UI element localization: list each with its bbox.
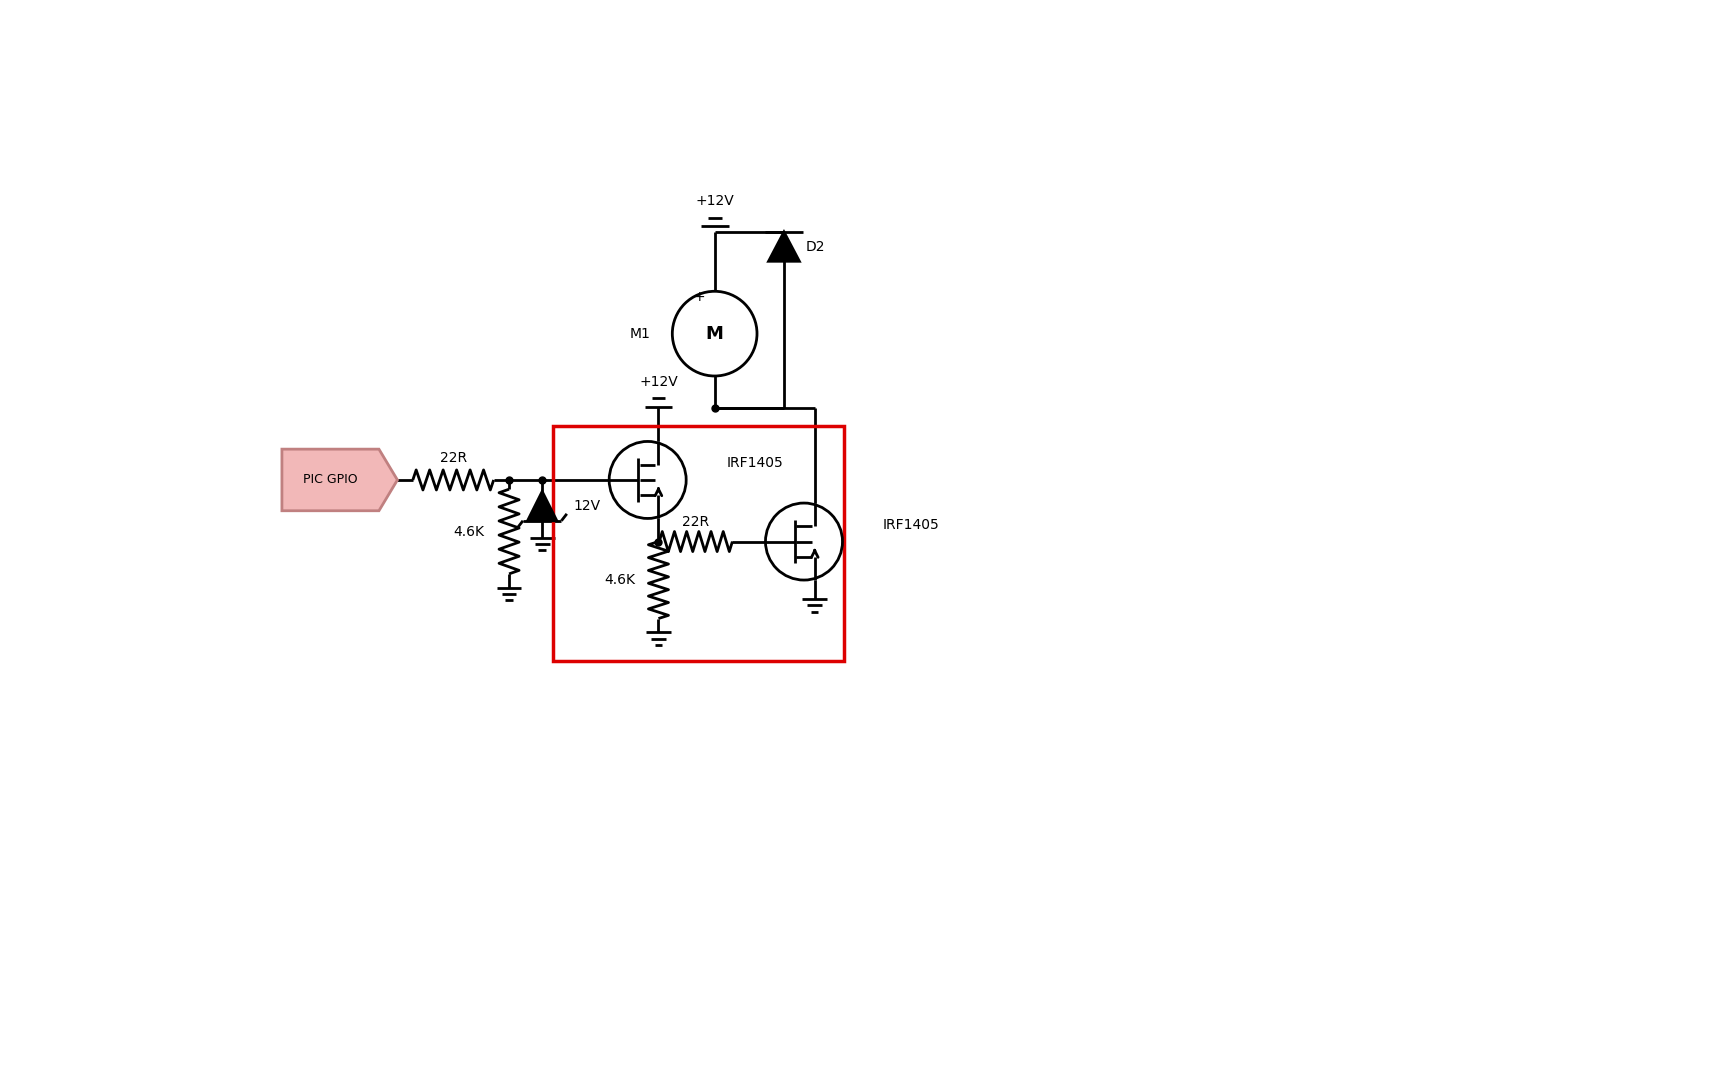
Text: IRF1405: IRF1405 <box>726 456 783 470</box>
Text: 22R: 22R <box>683 515 710 529</box>
Polygon shape <box>769 232 800 261</box>
Bar <box>553 426 843 661</box>
Text: D2: D2 <box>805 240 824 254</box>
Text: 22R: 22R <box>439 451 467 465</box>
Polygon shape <box>527 491 556 521</box>
Text: 4.6K: 4.6K <box>453 525 484 539</box>
Text: M1: M1 <box>631 326 651 340</box>
Text: 12V: 12V <box>574 499 601 513</box>
Text: M: M <box>705 325 724 342</box>
Text: PIC GPIO: PIC GPIO <box>302 473 358 486</box>
Polygon shape <box>282 449 397 511</box>
Text: +12V: +12V <box>639 375 677 389</box>
Text: IRF1405: IRF1405 <box>883 517 940 531</box>
Text: 4.6K: 4.6K <box>605 573 636 588</box>
Text: +: + <box>693 291 705 305</box>
Text: +12V: +12V <box>695 194 734 208</box>
